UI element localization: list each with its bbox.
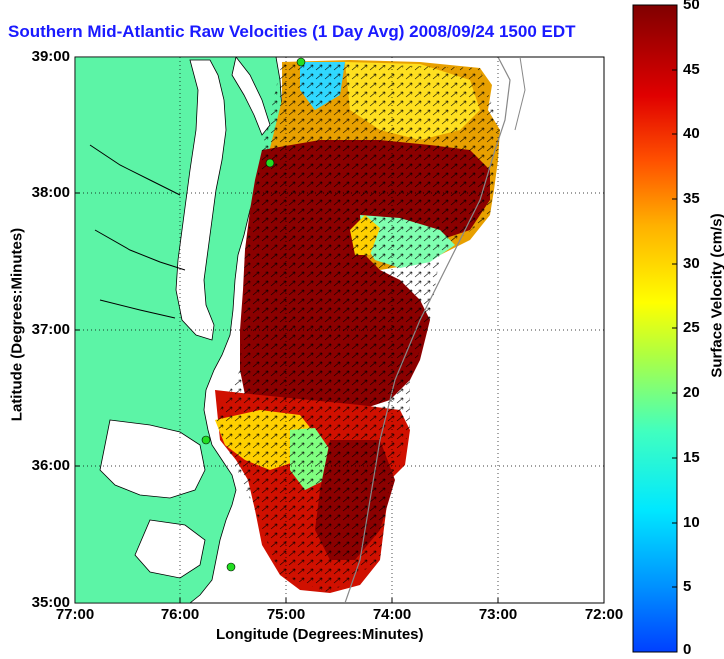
axis-ticks bbox=[75, 192, 499, 603]
colorbar-tick-label: 40 bbox=[683, 125, 700, 142]
sound-2 bbox=[134, 519, 206, 579]
colorbar-tick-label: 5 bbox=[683, 578, 692, 595]
ytick-label: 35:00 bbox=[31, 594, 70, 611]
ytick-label: 37:00 bbox=[31, 321, 70, 338]
colorbar-tick-label: 15 bbox=[683, 449, 700, 466]
velocity-arrows bbox=[215, 62, 500, 593]
colorbar-tick-label: 0 bbox=[683, 641, 692, 658]
colorbar-ticks bbox=[672, 4, 677, 653]
xtick-label: 75:00 bbox=[266, 606, 306, 623]
colorbar-tick-label: 35 bbox=[683, 190, 700, 207]
map-title: Southern Mid-Atlantic Raw Velocities (1 … bbox=[8, 22, 576, 41]
radar-stations bbox=[201, 57, 306, 572]
ytick-label: 39:00 bbox=[31, 48, 70, 65]
sound-1 bbox=[99, 419, 206, 499]
bathymetry-contour-2 bbox=[514, 57, 526, 131]
xtick-label: 77:00 bbox=[55, 606, 95, 623]
xtick-label: 76:00 bbox=[160, 606, 200, 623]
colorbar-tick-label: 45 bbox=[683, 61, 700, 78]
station-marker bbox=[226, 562, 236, 572]
colorbar-tick-label: 10 bbox=[683, 514, 700, 531]
colorbar-tick-label: 20 bbox=[683, 384, 700, 401]
station-marker bbox=[201, 435, 211, 445]
colorbar-label: Surface Velocity (cm/s) bbox=[708, 213, 724, 378]
y-axis-label: Latitude (Degrees:Minutes) bbox=[8, 227, 26, 422]
colorbar bbox=[632, 4, 678, 653]
x-axis-label: Longitude (Degrees:Minutes) bbox=[216, 626, 424, 643]
colorbar-tick-label: 25 bbox=[683, 319, 700, 336]
station-marker bbox=[265, 158, 275, 168]
river-1 bbox=[89, 144, 186, 319]
station-marker bbox=[296, 57, 306, 67]
bathymetry-contour bbox=[344, 57, 511, 603]
colorbar-tick-label: 30 bbox=[683, 255, 700, 272]
ytick-label: 38:00 bbox=[31, 184, 70, 201]
map-grid bbox=[75, 57, 604, 603]
chesapeake-bay bbox=[175, 59, 227, 341]
colorbar-tick-label: 50 bbox=[683, 0, 700, 13]
ytick-label: 36:00 bbox=[31, 457, 70, 474]
xtick-label: 73:00 bbox=[478, 606, 518, 623]
delaware-bay bbox=[231, 57, 271, 136]
xtick-label: 72:00 bbox=[584, 606, 624, 623]
xtick-label: 74:00 bbox=[372, 606, 412, 623]
